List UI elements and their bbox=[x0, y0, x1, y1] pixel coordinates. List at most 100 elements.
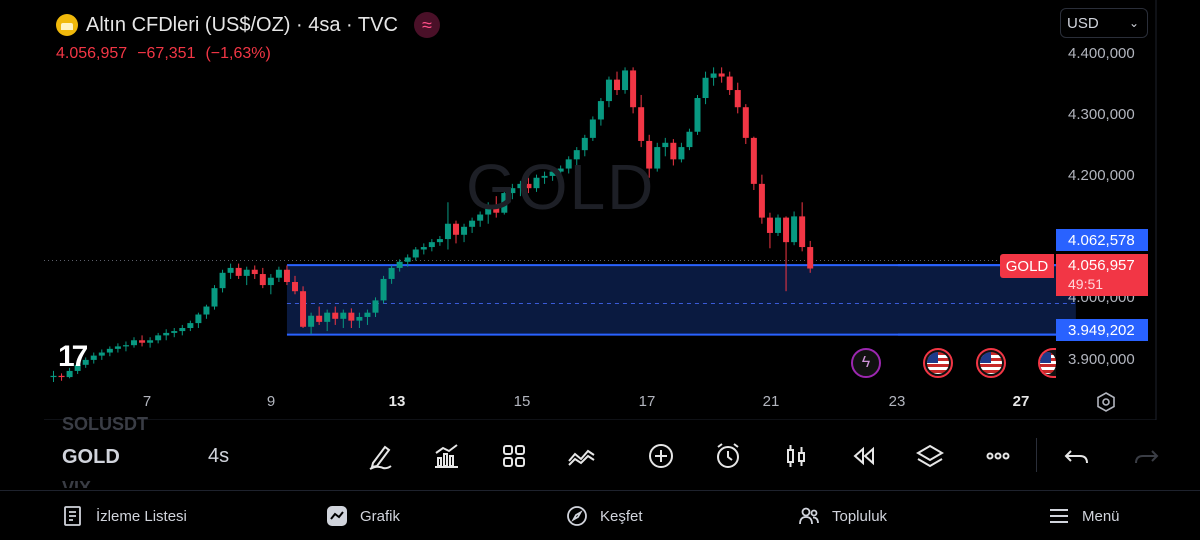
candle-body bbox=[139, 340, 146, 343]
last-price: 4.056,957 bbox=[56, 45, 128, 62]
candle-body bbox=[718, 73, 725, 77]
nav-chart[interactable]: Grafik bbox=[326, 505, 400, 527]
candle-body bbox=[90, 355, 97, 360]
candle-body bbox=[517, 183, 524, 189]
candle-body bbox=[758, 183, 765, 218]
candle-body bbox=[227, 267, 234, 273]
bottom-navigation: İzleme Listesi Grafik Keşfet Topluluk Me… bbox=[0, 490, 1200, 540]
time-label: 23 bbox=[888, 393, 906, 410]
candle-body bbox=[155, 335, 162, 341]
symbol-header[interactable]: Altın CFDleri (US$/OZ) · 4sa · TVC ≈ bbox=[56, 12, 440, 38]
time-label: 9 bbox=[266, 393, 276, 410]
redo-icon[interactable] bbox=[1128, 438, 1164, 474]
candle-body bbox=[98, 352, 105, 356]
candle-body bbox=[469, 220, 476, 227]
price-label: 4.400,000 bbox=[1068, 45, 1135, 62]
lightning-icon[interactable]: ϟ bbox=[851, 348, 881, 378]
candle-body bbox=[444, 223, 451, 240]
nav-label: Topluluk bbox=[832, 507, 888, 525]
add-icon[interactable] bbox=[643, 438, 679, 474]
candle-body bbox=[573, 150, 580, 160]
candlestick-chart[interactable] bbox=[0, 0, 1200, 420]
candle-body bbox=[589, 119, 596, 138]
symbol-title[interactable]: Altın CFDleri (US$/OZ) · 4sa · TVC bbox=[86, 13, 398, 36]
candle-body bbox=[525, 183, 532, 189]
us-flag-icon[interactable] bbox=[976, 348, 1006, 378]
candle-body bbox=[670, 142, 677, 160]
candle-body bbox=[646, 140, 653, 169]
candle-body bbox=[734, 90, 741, 108]
chart-settings-icon[interactable] bbox=[1096, 392, 1116, 412]
candle-body bbox=[187, 323, 194, 329]
nav-menu[interactable]: Menü bbox=[1048, 505, 1120, 527]
candle-body bbox=[316, 315, 323, 322]
candle-body bbox=[799, 216, 806, 248]
more-icon[interactable] bbox=[980, 438, 1016, 474]
watchlist-current-symbol[interactable]: GOLD bbox=[62, 446, 120, 468]
candle-body bbox=[300, 291, 307, 327]
candle-body bbox=[235, 267, 242, 276]
candle-body bbox=[742, 107, 749, 138]
candle-body bbox=[388, 267, 395, 279]
candle-body bbox=[106, 348, 113, 353]
nav-community[interactable]: Topluluk bbox=[798, 505, 887, 527]
candle-body bbox=[565, 159, 572, 169]
candle-body bbox=[324, 312, 331, 322]
candle-body bbox=[783, 217, 790, 243]
currency-select[interactable]: USD ⌄ bbox=[1060, 8, 1148, 38]
time-label: 27 bbox=[1012, 393, 1030, 410]
candle-body bbox=[50, 375, 57, 378]
nav-watchlist[interactable]: İzleme Listesi bbox=[62, 505, 187, 527]
candle-body bbox=[493, 205, 500, 213]
time-label: 7 bbox=[142, 393, 152, 410]
current-price-tag: 4.056,957 bbox=[1056, 254, 1148, 276]
us-flag-icon[interactable] bbox=[1038, 348, 1056, 378]
compare-icon[interactable] bbox=[563, 438, 599, 474]
nav-explore[interactable]: Keşfet bbox=[566, 505, 643, 527]
candle-body bbox=[654, 147, 661, 169]
bar-countdown: 49:51 bbox=[1056, 276, 1148, 296]
candle-body bbox=[549, 171, 556, 176]
symbol-price-tag: GOLD bbox=[1000, 254, 1054, 278]
nav-label: Menü bbox=[1082, 507, 1120, 525]
candle-body bbox=[308, 315, 315, 327]
gold-bar-icon bbox=[56, 14, 78, 36]
candle-body bbox=[614, 79, 620, 91]
range-box bbox=[286, 265, 1076, 335]
candle-body bbox=[807, 247, 814, 269]
price-label: 4.200,000 bbox=[1068, 167, 1135, 184]
draw-icon[interactable] bbox=[362, 438, 398, 474]
replay-icon[interactable] bbox=[845, 438, 881, 474]
layers-icon[interactable] bbox=[912, 438, 948, 474]
candle-body bbox=[396, 261, 403, 268]
candle-body bbox=[766, 217, 773, 233]
indicators-icon[interactable] bbox=[428, 438, 464, 474]
time-label: 15 bbox=[513, 393, 531, 410]
candle-body bbox=[436, 239, 443, 243]
candle-body bbox=[82, 359, 89, 365]
interval-button[interactable]: 4s bbox=[208, 445, 230, 467]
candle-body bbox=[750, 137, 757, 184]
candle-body bbox=[275, 269, 282, 278]
menu-icon bbox=[1050, 509, 1068, 523]
tradingview-logo: 17 bbox=[58, 340, 88, 373]
us-flag-icon[interactable] bbox=[923, 348, 953, 378]
candle-body bbox=[662, 142, 669, 148]
candle-body bbox=[597, 101, 604, 120]
candle-body bbox=[58, 375, 65, 378]
watchlist-next-symbol[interactable]: VIX bbox=[62, 478, 92, 488]
layout-icon[interactable] bbox=[496, 438, 532, 474]
candle-body bbox=[533, 177, 540, 189]
candle-body bbox=[74, 364, 81, 371]
candle-body bbox=[340, 312, 347, 319]
currency-value: USD bbox=[1067, 14, 1099, 32]
chart-area[interactable]: GOLD Altın CFDleri (US$/OZ) · 4sa · TVC … bbox=[0, 0, 1200, 420]
nav-label: Grafik bbox=[360, 507, 401, 525]
candle-body bbox=[211, 288, 218, 307]
candle-body bbox=[501, 193, 508, 213]
watchlist-prev-symbol[interactable]: SOLUSDT bbox=[62, 414, 149, 434]
undo-icon[interactable] bbox=[1059, 438, 1095, 474]
candle-body bbox=[356, 316, 363, 321]
alert-icon[interactable] bbox=[710, 438, 746, 474]
candle-type-icon[interactable] bbox=[778, 438, 814, 474]
